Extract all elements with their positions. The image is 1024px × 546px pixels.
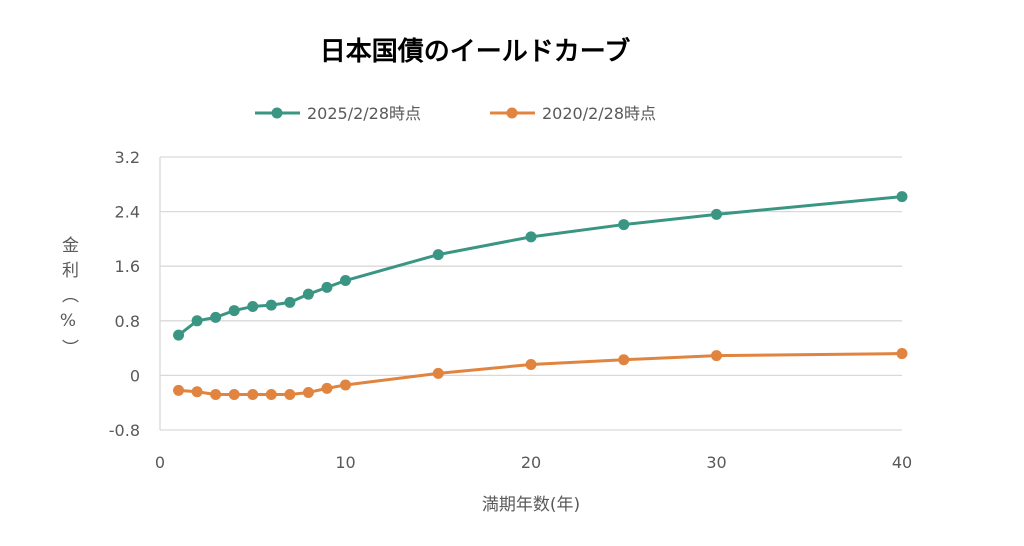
y-tick-label: 3.2 [115, 148, 140, 167]
y-axis-label: 金利（%） [58, 236, 78, 364]
data-point [247, 300, 259, 312]
data-point [896, 348, 908, 360]
data-point [302, 386, 314, 398]
y-axis-ticks: 3.2 2.4 1.6 0.8 0 -0.8 [109, 148, 140, 440]
gridlines [159, 156, 902, 431]
x-axis-label: 満期年数(年) [482, 495, 580, 515]
x-tick-label: 40 [892, 453, 912, 472]
chart-title: 日本国債のイールドカーブ [320, 36, 630, 67]
data-point [896, 191, 908, 203]
data-point [210, 311, 222, 323]
legend-marker [506, 107, 518, 119]
x-tick-label: 30 [706, 453, 726, 472]
series-0 [173, 191, 908, 341]
data-point [340, 275, 351, 287]
y-tick-label: -0.8 [109, 421, 140, 440]
data-point [284, 296, 296, 308]
legend-label: 2020/2/28時点 [542, 104, 656, 123]
legend-item: 2020/2/28時点 [490, 104, 656, 123]
x-tick-label: 10 [335, 453, 355, 472]
data-point [525, 358, 537, 370]
data-point [265, 389, 277, 401]
data-point [191, 386, 203, 398]
data-point [247, 389, 259, 401]
legend-item: 2025/2/28時点 [255, 104, 421, 123]
data-point [173, 384, 185, 396]
data-point [284, 389, 296, 401]
data-point [618, 219, 630, 231]
x-axis-ticks: 0 10 20 30 40 [155, 453, 912, 472]
data-point [321, 382, 333, 394]
series-group [173, 191, 908, 401]
data-point [340, 379, 351, 391]
data-point [432, 249, 444, 261]
data-point [210, 389, 222, 401]
data-point [432, 367, 444, 379]
data-point [191, 315, 203, 327]
data-point [711, 208, 722, 220]
data-point [711, 350, 722, 362]
x-tick-label: 20 [521, 453, 541, 472]
x-tick-label: 0 [155, 453, 165, 472]
legend: 2025/2/28時点 2020/2/28時点 [255, 104, 656, 123]
data-point [525, 231, 537, 243]
data-point [265, 299, 277, 311]
data-point [228, 389, 240, 401]
data-point [173, 329, 185, 341]
y-tick-label: 0.8 [115, 312, 140, 331]
data-point [228, 305, 240, 317]
legend-label: 2025/2/28時点 [307, 104, 421, 123]
y-tick-label: 0 [130, 366, 140, 385]
y-tick-label: 1.6 [115, 257, 140, 276]
data-point [618, 354, 630, 366]
legend-marker [271, 107, 283, 119]
y-tick-label: 2.4 [115, 203, 140, 222]
series-1 [173, 348, 908, 401]
data-point [321, 281, 333, 293]
series-line [178, 352, 903, 397]
data-point [302, 288, 314, 300]
